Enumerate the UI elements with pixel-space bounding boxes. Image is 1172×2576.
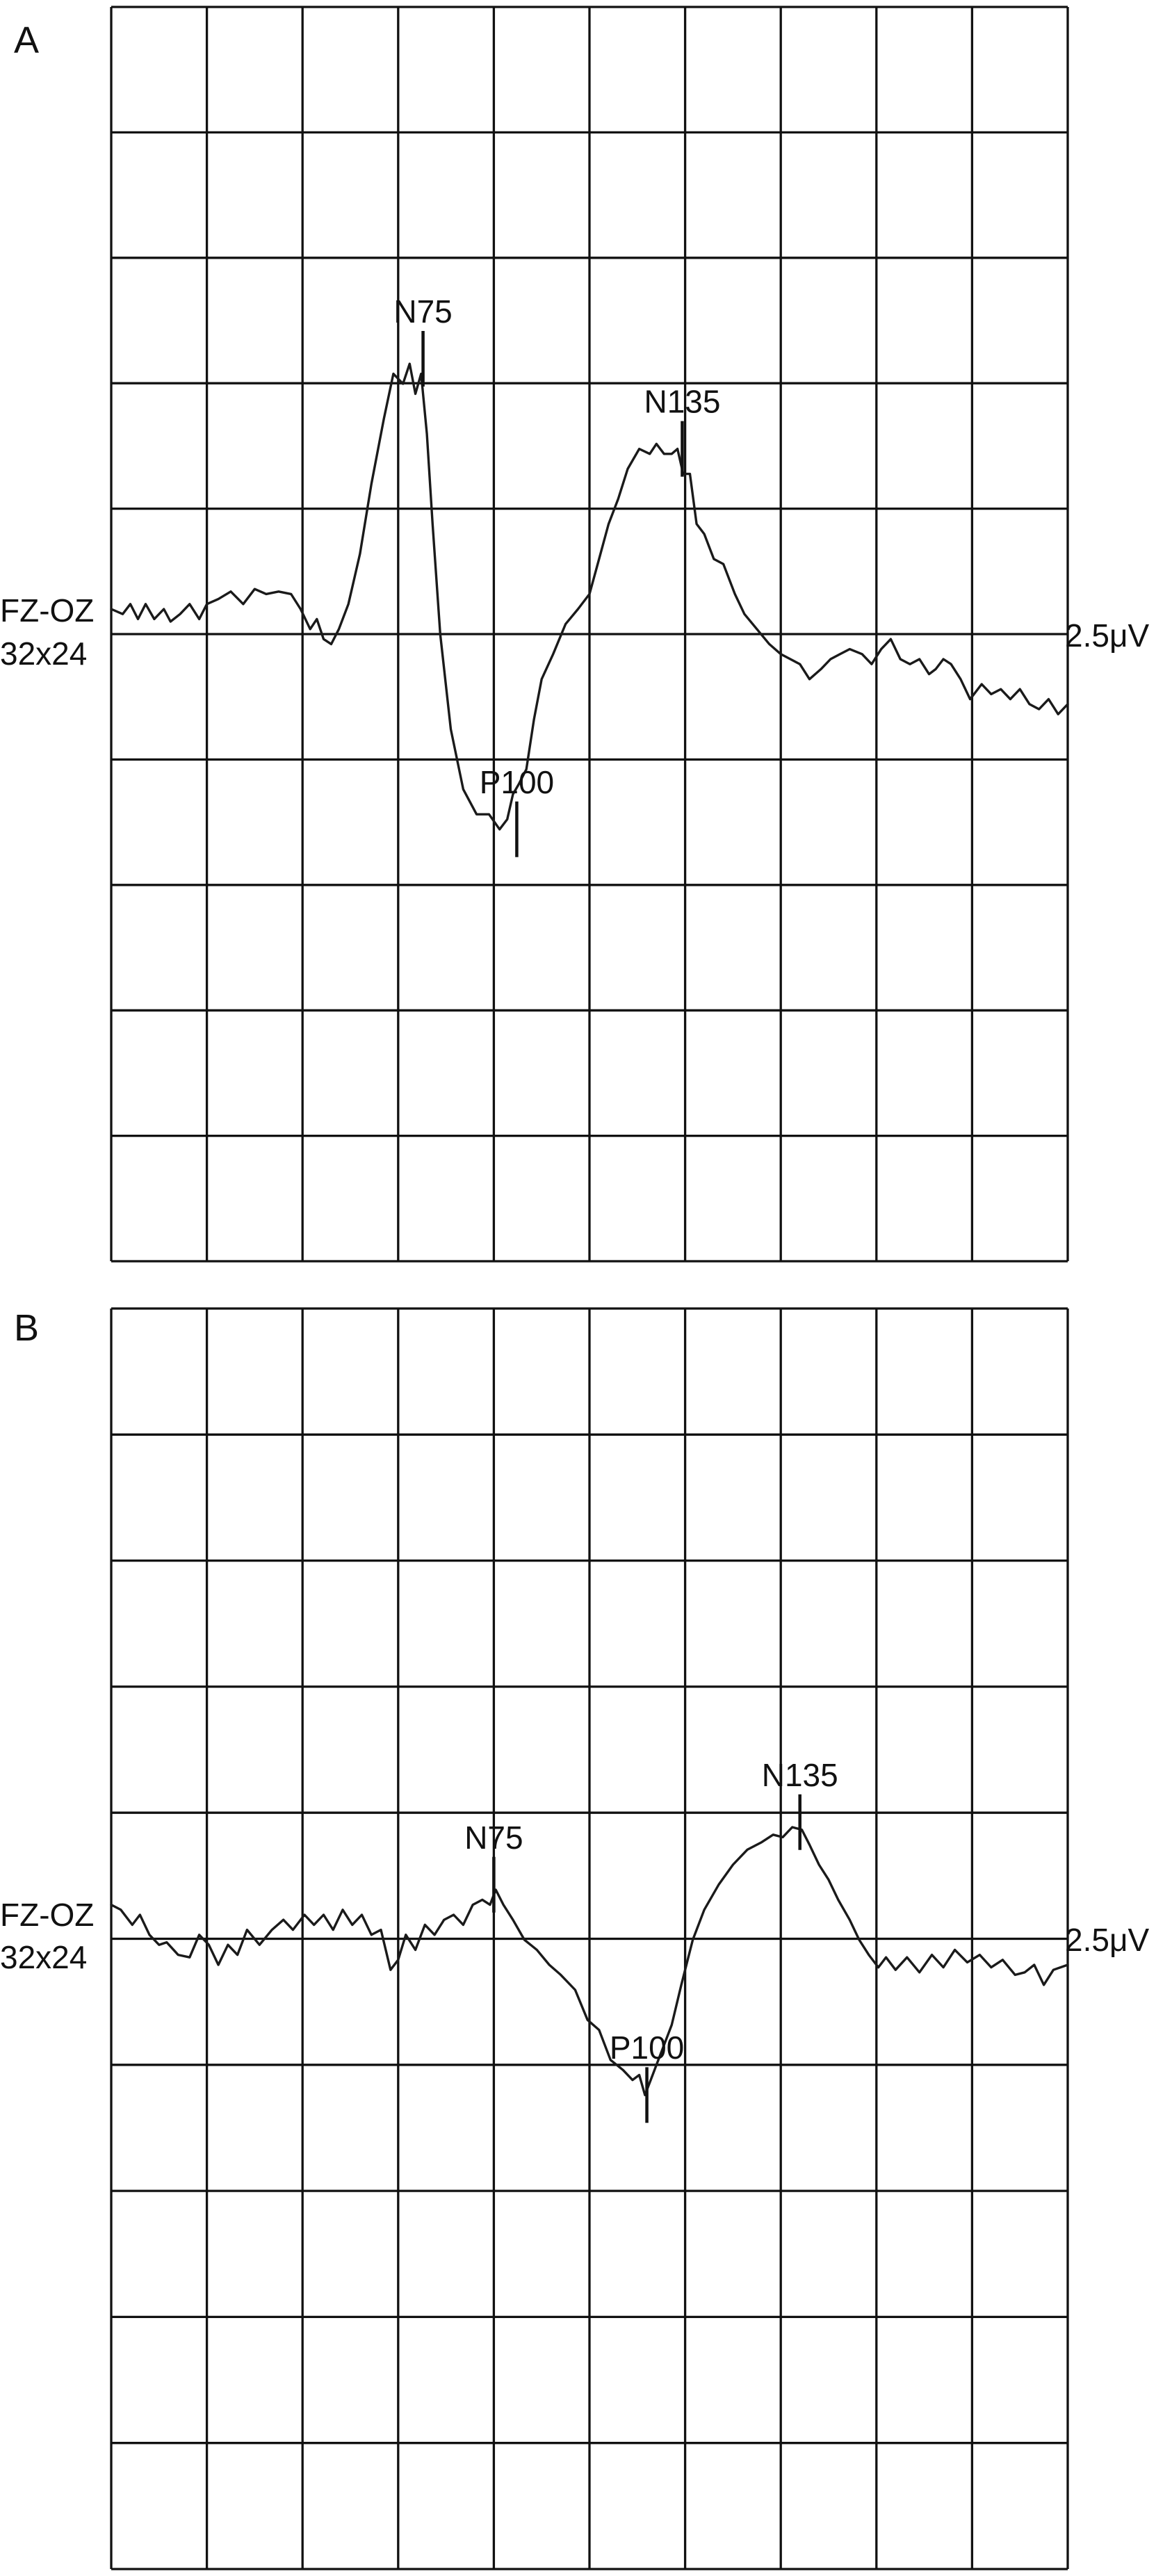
grid: [110, 1307, 1069, 2570]
channel-sublabel: 32x24: [0, 1939, 87, 1975]
panel-a: A FZ-OZ 32x24 2.5μV N75 P100 N135: [0, 6, 1149, 1263]
panel-b: B FZ-OZ 32x24 2.5μV N75 P100 N135: [0, 1307, 1149, 2570]
panel-label: B: [14, 1307, 39, 1349]
peak-label: N75: [393, 293, 452, 330]
peak-label: P100: [480, 764, 554, 800]
grid: [110, 6, 1069, 1263]
scale-label: 2.5μV: [1065, 1922, 1149, 1958]
scale-label: 2.5μV: [1065, 617, 1149, 654]
panel-label: A: [14, 19, 39, 61]
channel-sublabel: 32x24: [0, 635, 87, 672]
peak-label: P100: [610, 2030, 684, 2066]
peak-label: N75: [464, 1820, 523, 1856]
peak-label: N135: [644, 384, 720, 420]
channel-label: FZ-OZ: [0, 592, 94, 629]
waveform-trace: [110, 362, 1069, 831]
waveform-trace: [110, 1826, 1069, 2096]
peak-label: N135: [762, 1757, 838, 1793]
channel-label: FZ-OZ: [0, 1897, 94, 1933]
